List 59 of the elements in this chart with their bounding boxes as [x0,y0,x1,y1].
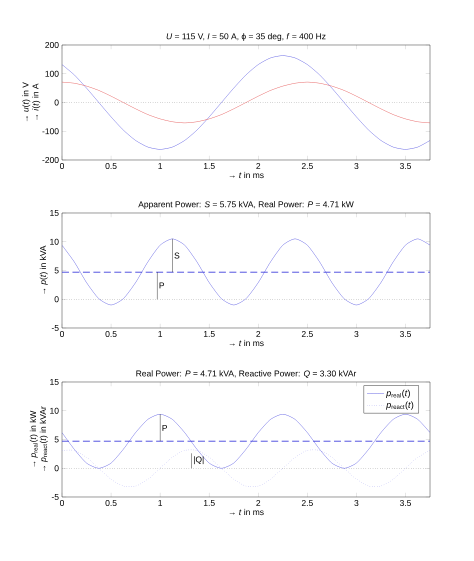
x-tick-label: 1.5 [204,163,215,169]
x-tick-label: 2 [256,331,260,337]
x-tick-label: 1 [158,331,162,337]
x-axis-title: → t in ms [230,508,264,516]
x-tick-label: 3.5 [400,331,412,338]
line-series [62,55,430,150]
x-tick-label: 0.5 [106,163,117,170]
chart-title: U = 115 V, I = 50 A, ϕ = 35 deg, f = 400 Hz [166,33,326,41]
x-axis-title: → t in ms [230,172,264,178]
y-tick-label: 0 [54,296,59,302]
y-tick-label: -5 [52,494,59,500]
y-tick-label: 0 [54,465,59,472]
x-tick-label: 1 [158,500,162,506]
x-tick-label: 2 [256,163,260,169]
y-tick-label: 10 [50,238,59,245]
annotation: |Q| [194,456,204,464]
annotation: P [162,425,168,431]
text: → p$_{real}$(t) in kW [30,410,38,467]
y-tick-label: 10 [50,408,59,414]
x-tick-label: 1.5 [204,331,215,337]
x-tick-label: 3.5 [400,163,412,170]
x-tick-label: 3 [354,500,358,506]
y-tick-label: -100 [42,128,59,134]
legend-label: p$_{real}$(t) [386,390,410,398]
x-tick-label: 0 [60,500,64,506]
y-tick-label: 15 [50,210,59,216]
x-tick-label: 3 [354,163,358,170]
y-tick-label: 200 [45,42,59,48]
x-tick-label: 0 [60,331,64,338]
x-tick-label: 2 [256,500,260,506]
x-tick-label: 0 [60,163,64,170]
legend-label: p$_{react}$(t) [386,401,414,410]
y-tick-label: 15 [50,379,59,385]
annotation: P [160,282,164,288]
text: → u(t) in V [22,82,30,122]
x-tick-label: 2.5 [302,331,313,338]
y-tick-label: 0 [54,100,59,106]
y-tick-label: 5 [54,268,59,274]
text: → p(t) in kVA [40,246,48,294]
x-tick-label: 1 [158,163,162,169]
line-series [62,238,430,306]
y-tick-label: -5 [52,325,59,331]
x-axis-title: → t in ms [230,340,264,346]
x-tick-label: 3.5 [400,500,412,506]
chart-title: Real Power: P = 4.71 kVA, Reactive Power: Q = 3.30 kVAr [136,370,356,378]
text: → p$_{react}$(t) in kVAr [40,406,48,472]
annotation: S [174,252,180,259]
text: → i(t) in A [32,83,40,120]
x-tick-label: 0.5 [106,331,117,338]
x-tick-label: 0.5 [106,500,117,506]
x-tick-label: 3 [354,331,358,338]
x-tick-label: 1.5 [204,500,215,506]
x-tick-label: 2.5 [302,163,313,170]
x-tick-label: 2.5 [302,500,313,506]
y-tick-label: 5 [54,436,59,442]
y-tick-label: -200 [42,157,59,163]
y-tick-label: 100 [45,70,59,77]
chart-title: Apparent Power: S = 5.75 kVA, Real Power: P = 4.71 kW [138,201,354,209]
line-series [62,82,430,124]
